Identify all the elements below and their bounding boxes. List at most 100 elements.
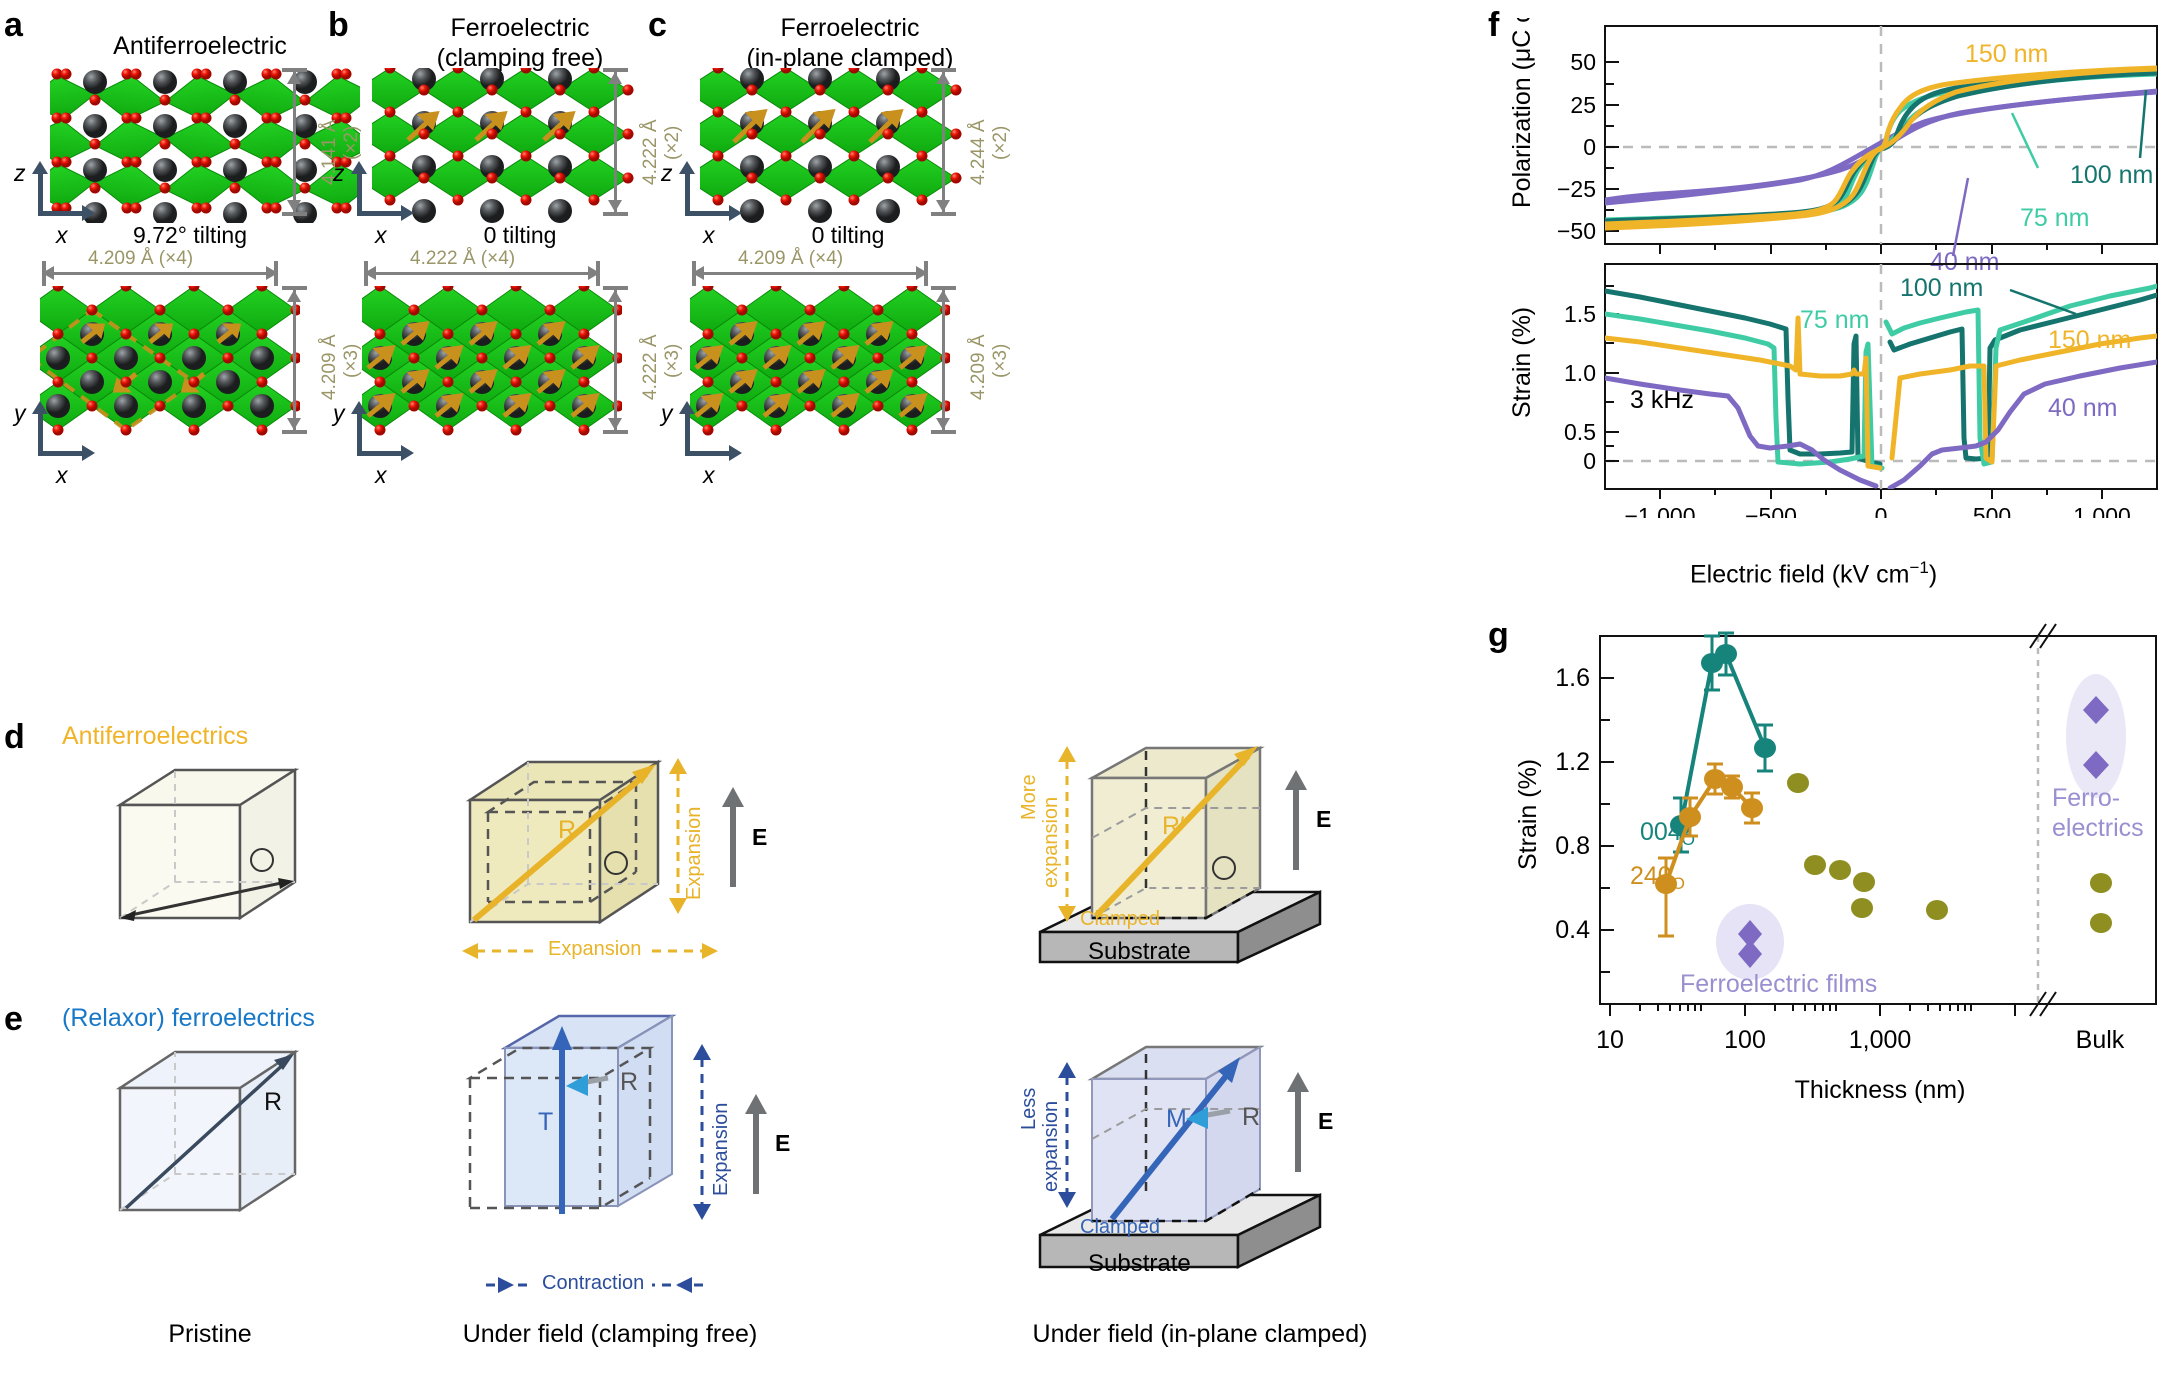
panel-c-tilting: 0 tilting: [811, 222, 885, 248]
field-symbol-e2: E: [1318, 1108, 1334, 1134]
axis-a-x-arrow: [38, 205, 95, 221]
panel-a-title: Antiferroelectric: [113, 32, 287, 60]
dim-b-z: [603, 68, 628, 216]
cube-e-clamped-vector-main: M: [1166, 1105, 1187, 1133]
structure-c-xy: [690, 286, 950, 436]
panel-b-title-1: Ferroelectric: [450, 14, 590, 42]
field-symbol-d2: E: [1316, 806, 1332, 832]
cube-d-pristine: [115, 767, 300, 921]
dim-c-x-label: 4.209 Å (×4): [738, 248, 844, 269]
dim-b-y: [603, 286, 628, 434]
cube-d-field-vector: R: [558, 816, 576, 844]
g-ytick-12: 1.2: [1555, 748, 1590, 776]
axis-b-x-label-bot: x: [375, 462, 387, 488]
dim-a-x-top: [42, 261, 278, 286]
f-xtick-500: 500: [1973, 503, 2011, 518]
dim-c-y-mult: (×3): [990, 343, 1011, 378]
field-symbol-d: E: [752, 824, 768, 850]
structure-c-xz: [700, 68, 962, 223]
dim-c-z-label: 4.244 Å: [968, 119, 989, 186]
g-ytick-04: 0.4: [1555, 916, 1590, 944]
panel-b-tilting: 0 tilting: [483, 222, 557, 248]
panel-e-title: (Relaxor) ferroelectrics: [62, 1004, 315, 1032]
cube-e-field: T R: [465, 1014, 677, 1214]
g-ytick-08: 0.8: [1555, 832, 1590, 860]
more-expansion-label-d-l2: expansion: [1040, 796, 1062, 888]
clamped-label-d: Clamped: [1080, 908, 1161, 930]
axis-c-x-arrow-bot: [685, 445, 742, 461]
axis-a-z-arrow: [32, 161, 48, 214]
g-xlabel: Thickness (nm): [1795, 1076, 1966, 1104]
more-expansion-label-d-l1: More: [1018, 774, 1040, 820]
dim-a-y: [282, 286, 307, 434]
g-xtick-1000: 1,000: [1849, 1026, 1912, 1054]
f-s-ylabel: Strain (%): [1508, 307, 1536, 418]
cube-e-pristine: R: [115, 1049, 300, 1213]
cube-e-pristine-vector: R: [264, 1088, 282, 1116]
clamped-label-e2: Clamped: [1080, 1216, 1161, 1238]
less-expansion-label-e-l2: expansion: [1040, 1100, 1062, 1192]
dim-a-z-mult: (×2): [341, 125, 362, 160]
axis-a-z-label: z: [14, 160, 26, 186]
axis-b-x-arrow: [357, 205, 414, 221]
dim-a-y-label: 4.209 Å: [319, 334, 340, 401]
axis-a-y-arrow: [32, 401, 48, 454]
panel-label-f: f: [1488, 6, 1500, 44]
g-series-fe-bulk: [2083, 696, 2109, 779]
cube-e-field-vector-main: T: [538, 1108, 553, 1136]
axis-b-x-arrow-bot: [357, 445, 414, 461]
dim-b-z-label: 4.222 Å: [640, 119, 661, 186]
contraction-marker-e: [486, 1277, 704, 1293]
dim-b-z-mult: (×2): [662, 125, 683, 160]
expansion-label-e-v: Expansion: [710, 1102, 732, 1196]
panel-c-title-1: Ferroelectric: [780, 14, 920, 42]
chart-g: 1.6 1.2 0.8 0.4 Strain (%): [1514, 623, 2157, 1104]
dim-c-y-label: 4.209 Å: [968, 334, 989, 401]
g-ytick-16: 1.6: [1555, 664, 1590, 692]
axis-a-x-label-bot: x: [56, 462, 68, 488]
panel-d-title: Antiferroelectrics: [62, 722, 249, 750]
expansion-label-d-v: Expansion: [683, 806, 705, 900]
g-ylabel: Strain (%): [1514, 759, 1542, 870]
cube-d-clamped-vector: R′: [1162, 812, 1185, 840]
panel-b-title-2: (clamping free): [436, 44, 604, 72]
contraction-label-e: Contraction: [534, 1272, 653, 1295]
dim-c-x-top: [692, 261, 928, 286]
axis-c-x-label-bot: x: [703, 462, 715, 488]
f-p-ytick-0: 0: [1583, 134, 1596, 160]
g-series-literature: [1787, 773, 2112, 933]
f-s-ytick-15: 1.5: [1564, 301, 1596, 327]
cube-e-field-vector-sec: R: [620, 1068, 638, 1096]
f-s-ytick-10: 1.0: [1564, 360, 1596, 386]
expansion-label-d-h: Expansion: [540, 938, 650, 961]
substrate-label-d: Substrate: [1088, 938, 1191, 965]
g-xtick-10: 10: [1596, 1026, 1624, 1054]
panel-label-e: e: [4, 1000, 23, 1038]
field-arrow-d2: [1285, 770, 1307, 870]
more-expansion-marker-d: [1058, 746, 1076, 922]
f-s-label-150: 150 nm: [2048, 326, 2131, 354]
f-p-label-100: 100 nm: [2070, 161, 2153, 189]
g-series-fe-films: [1738, 920, 1762, 968]
column-caption-in-plane-clamped: Under field (in-plane clamped): [1032, 1320, 1368, 1348]
dim-a-x-label: 4.209 Å (×4): [88, 248, 194, 269]
panel-label-d: d: [4, 718, 25, 756]
column-caption-clamping-free: Under field (clamping free): [462, 1320, 758, 1348]
field-arrow-e2: [1287, 1072, 1309, 1172]
f-p-label-150: 150 nm: [1965, 40, 2048, 68]
expansion-marker-d-v: [669, 758, 687, 914]
f-p-label-40: 40 nm: [1930, 248, 1999, 276]
panel-a-tilting: 9.72° tilting: [132, 222, 248, 248]
substrate-label-e: Substrate: [1088, 1250, 1191, 1277]
f-s-ytick-05: 0.5: [1564, 419, 1596, 445]
axis-a-x-label-top: x: [56, 222, 68, 248]
axis-c-z-arrow: [679, 161, 695, 214]
axis-c-y-arrow: [679, 401, 695, 454]
cube-d-clamped: R′: [1038, 745, 1322, 964]
f-xtick-0: 0: [1875, 503, 1888, 518]
f-xaxis-label: Electric field (kV cm−1): [1690, 558, 1938, 589]
axis-c-x-label-top: x: [703, 222, 715, 248]
axis-b-z-arrow: [351, 161, 367, 214]
axis-b-y-arrow: [351, 401, 367, 454]
structure-b-xy: [362, 286, 622, 436]
